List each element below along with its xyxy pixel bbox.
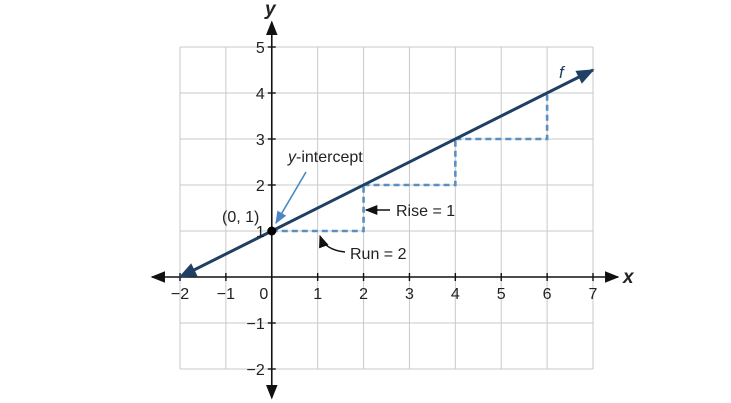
grid xyxy=(179,46,594,370)
tick-labels: −2 −1 0 1 2 3 4 5 6 7 5 4 3 2 1 −1 −2 xyxy=(171,40,598,379)
y-tick-label: 3 xyxy=(256,132,265,149)
run-annotation: Run = 2 xyxy=(319,234,407,263)
run-label: Run = 2 xyxy=(350,246,407,263)
x-tick-label: −1 xyxy=(217,286,235,303)
y-tick-label: 1 xyxy=(256,224,265,241)
x-tick-label: 4 xyxy=(451,286,460,303)
y-intercept-pointer xyxy=(275,171,307,225)
y-tick-label: 5 xyxy=(256,40,265,57)
series-layer xyxy=(178,68,595,279)
x-tick-label: 7 xyxy=(589,286,598,303)
run-pointer xyxy=(319,234,346,253)
rise-label: Rise = 1 xyxy=(396,203,455,220)
y-intercept-annotation: y-intercept xyxy=(275,149,363,225)
y-intercept-point xyxy=(267,226,277,236)
y-intercept-label-rest: -intercept xyxy=(296,149,363,166)
x-tick-label: 1 xyxy=(313,286,322,303)
series-line-f xyxy=(178,68,595,279)
y-tick-label: 4 xyxy=(256,86,265,103)
series-label-f: f xyxy=(559,63,566,82)
y-intercept-label: y-intercept xyxy=(287,149,363,166)
x-axis-label: x xyxy=(622,267,635,288)
y-tick-label: −2 xyxy=(247,362,265,379)
y-intercept-label-italic: y xyxy=(287,149,297,166)
x-tick-label: 6 xyxy=(543,286,552,303)
rise-annotation: Rise = 1 xyxy=(364,203,455,220)
x-tick-label: 3 xyxy=(405,286,414,303)
origin-label: 0 xyxy=(259,286,268,303)
x-tick-label: −2 xyxy=(171,286,189,303)
x-tick-label: 2 xyxy=(359,286,368,303)
y-tick-label: 2 xyxy=(256,178,265,195)
y-tick-label: −1 xyxy=(247,316,265,333)
point-label: (0, 1) xyxy=(222,209,259,226)
y-axis-label: y xyxy=(264,0,277,20)
x-tick-label: 5 xyxy=(497,286,506,303)
